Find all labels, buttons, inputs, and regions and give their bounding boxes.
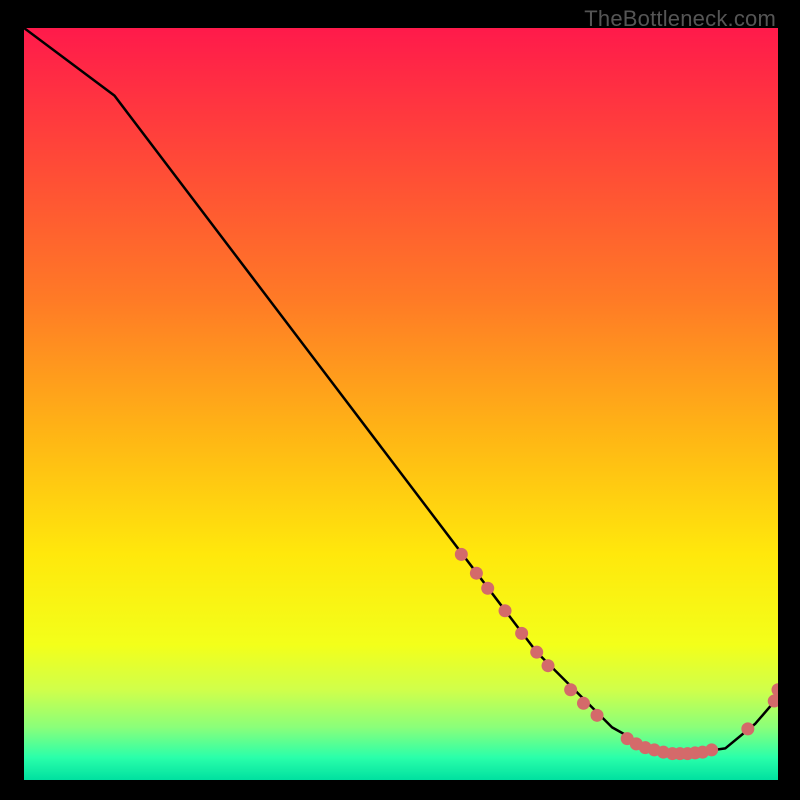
data-point xyxy=(591,709,604,722)
data-point xyxy=(705,743,718,756)
data-point xyxy=(470,567,483,580)
data-point xyxy=(741,722,754,735)
data-point xyxy=(455,548,468,561)
gradient-background xyxy=(24,28,778,780)
data-point xyxy=(530,646,543,659)
data-point xyxy=(481,582,494,595)
data-point xyxy=(515,627,528,640)
plot-area xyxy=(24,28,778,780)
data-point xyxy=(542,659,555,672)
bottleneck-chart xyxy=(24,28,778,780)
chart-container: TheBottleneck.com xyxy=(0,0,800,800)
data-point xyxy=(499,604,512,617)
data-point xyxy=(564,683,577,696)
data-point xyxy=(577,697,590,710)
